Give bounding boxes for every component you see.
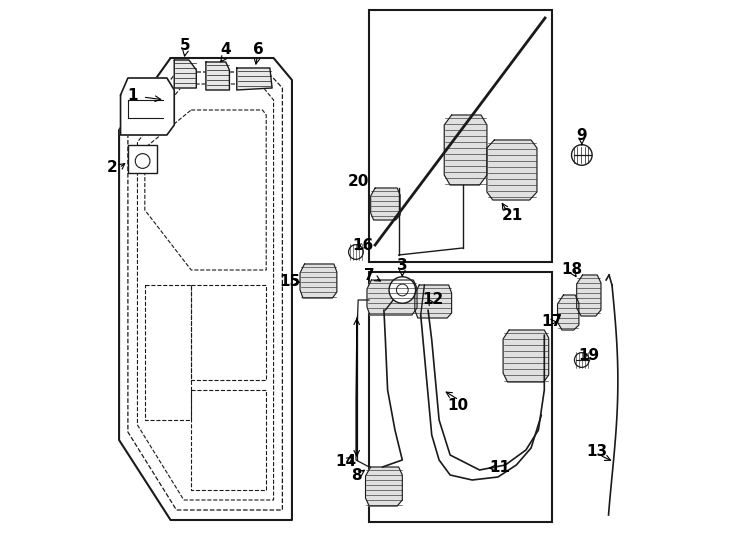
Polygon shape [444, 115, 487, 185]
Text: 9: 9 [576, 127, 587, 143]
Text: 19: 19 [578, 348, 599, 362]
Polygon shape [300, 264, 337, 298]
Polygon shape [558, 295, 579, 330]
Polygon shape [174, 60, 196, 88]
Text: 18: 18 [561, 262, 582, 278]
Polygon shape [577, 275, 601, 316]
Circle shape [396, 284, 408, 296]
Text: 15: 15 [279, 274, 300, 289]
Polygon shape [503, 330, 549, 382]
Circle shape [389, 277, 415, 303]
Bar [128, 145, 157, 173]
Text: 16: 16 [353, 238, 374, 253]
Circle shape [575, 353, 589, 367]
Bar [369, 272, 552, 522]
Polygon shape [206, 62, 230, 90]
Text: 1: 1 [127, 87, 137, 103]
Polygon shape [237, 68, 272, 90]
Text: 4: 4 [220, 43, 231, 57]
Polygon shape [415, 285, 451, 318]
Circle shape [349, 245, 363, 259]
Text: 7: 7 [364, 267, 374, 282]
Polygon shape [366, 467, 402, 506]
Bar [369, 10, 552, 262]
Polygon shape [119, 58, 292, 520]
Text: 21: 21 [502, 207, 523, 222]
Text: 6: 6 [253, 43, 264, 57]
Text: 20: 20 [347, 174, 369, 190]
Text: 11: 11 [490, 461, 511, 476]
Text: 12: 12 [422, 293, 443, 307]
Polygon shape [371, 188, 400, 220]
Text: 3: 3 [397, 258, 407, 273]
Text: 14: 14 [335, 455, 356, 469]
Text: 2: 2 [106, 160, 117, 176]
Circle shape [572, 145, 592, 165]
Circle shape [135, 154, 150, 168]
Polygon shape [487, 140, 537, 200]
Polygon shape [367, 280, 417, 315]
Text: 5: 5 [180, 38, 191, 53]
Text: 10: 10 [447, 397, 468, 413]
Text: 13: 13 [586, 444, 608, 460]
Text: 8: 8 [351, 468, 361, 483]
Polygon shape [120, 78, 174, 135]
Text: 17: 17 [541, 314, 562, 329]
